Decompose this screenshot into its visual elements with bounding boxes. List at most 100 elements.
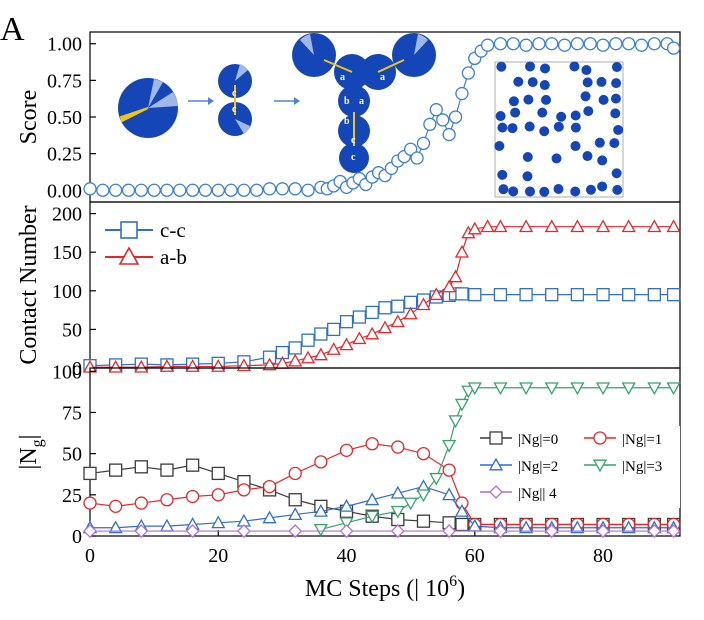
lattice-particle: [596, 76, 607, 87]
y-tick-label: 100: [52, 281, 82, 303]
lattice-particle: [496, 61, 507, 72]
data-point: [313, 523, 328, 537]
lattice-particle: [524, 121, 535, 132]
cluster-label-c2: c: [351, 152, 356, 163]
data-point: [108, 359, 123, 373]
lattice-particle: [570, 122, 581, 133]
legend-marker-icon: [592, 459, 608, 473]
data-point: [666, 524, 681, 538]
data-point: [570, 520, 585, 534]
score-panel: 0.00 0.25 0.50 0.75 1.00 Score c c: [16, 31, 681, 203]
data-point: [134, 496, 148, 510]
y-tick-label: 0: [72, 526, 82, 548]
data-point: [185, 489, 200, 504]
data-point: [390, 314, 405, 328]
data-point: [275, 182, 290, 196]
data-point: [666, 382, 681, 396]
lattice-particle: [510, 107, 521, 118]
x-tick-label: 80: [593, 545, 613, 567]
data-point: [365, 437, 379, 451]
data-point: [621, 520, 636, 534]
data-point: [377, 320, 393, 334]
y-tick-label: 0.25: [47, 144, 82, 166]
data-point: [327, 322, 341, 337]
data-point: [237, 183, 251, 197]
data-point: [621, 219, 636, 233]
lattice-particle: [597, 181, 608, 192]
y-tick-label: 0.50: [47, 107, 82, 129]
data-point: [339, 315, 354, 329]
ng-y-label: |Ng|: [16, 435, 46, 470]
lattice-particle: [540, 63, 551, 74]
score-y-label: Score: [16, 90, 42, 145]
ng-y-axis: 0 25 50 75 100: [52, 361, 96, 548]
data-point: [622, 37, 636, 51]
lattice-particle: [498, 184, 509, 195]
dimer-label-c2: c: [232, 104, 237, 115]
lattice-particle: [569, 61, 580, 72]
lattice-particle: [570, 186, 581, 197]
data-point: [455, 287, 469, 301]
data-point: [83, 182, 97, 196]
cluster-label-b2: b: [344, 116, 350, 127]
legend-label-cc: c-c: [160, 218, 186, 242]
data-point: [545, 37, 559, 51]
lattice-snapshot-inset: [494, 61, 624, 198]
y-tick-label: 50: [62, 319, 82, 341]
lattice-particle: [553, 121, 564, 132]
data-point: [313, 347, 328, 361]
data-point: [416, 297, 431, 311]
legend-square-icon: [120, 221, 138, 239]
data-point: [647, 219, 662, 233]
data-point: [518, 520, 534, 534]
data-point: [134, 183, 148, 197]
data-point: [185, 183, 200, 197]
lattice-particle: [609, 138, 620, 149]
lattice-particle: [537, 107, 548, 118]
data-point: [262, 182, 277, 196]
arrow-head-icon: [208, 97, 214, 105]
lattice-particle: [497, 169, 508, 180]
data-point: [109, 499, 123, 514]
lattice-particle: [598, 94, 609, 105]
data-point: [314, 455, 328, 469]
data-point: [493, 524, 508, 538]
lattice-particle: [597, 155, 608, 166]
data-point: [160, 463, 174, 477]
data-point: [185, 458, 200, 472]
data-point: [211, 466, 225, 481]
data-point: [391, 440, 405, 454]
data-point: [544, 382, 559, 396]
cluster-label-a1: a: [340, 72, 345, 83]
legend-label: |Ng|=2: [518, 459, 558, 475]
data-point: [429, 472, 444, 486]
data-point: [236, 524, 251, 538]
data-point: [609, 37, 623, 51]
legend-label: |Ng|| 4: [518, 486, 557, 502]
data-point: [544, 524, 559, 538]
data-point: [506, 37, 520, 51]
data-point: [467, 221, 482, 235]
data-point: [109, 183, 123, 197]
data-point: [301, 183, 315, 197]
data-point: [480, 38, 495, 52]
lattice-particle: [508, 96, 519, 107]
data-point: [621, 382, 636, 396]
data-point: [109, 463, 123, 477]
data-point: [198, 183, 213, 197]
data-point: [647, 382, 662, 396]
data-point: [83, 524, 97, 538]
lattice-particle: [539, 186, 550, 197]
legend-label: |Ng|=1: [622, 432, 662, 448]
lattice-particle: [539, 126, 550, 137]
data-point: [403, 497, 418, 511]
legend-marker-icon: [488, 457, 504, 471]
data-point: [173, 183, 187, 197]
data-point: [262, 510, 277, 524]
data-point: [134, 524, 149, 538]
data-point: [519, 38, 533, 52]
lattice-particle: [580, 91, 591, 102]
data-point: [570, 219, 585, 233]
contact-series: [82, 219, 681, 373]
